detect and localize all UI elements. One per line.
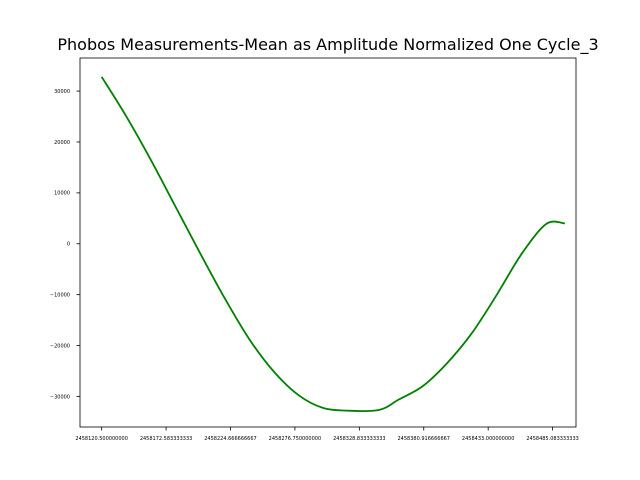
y-tick-label: 30000 [54,89,70,95]
y-tick-label: 0 [67,242,70,248]
x-tick-label: 2458276.750000000 [269,436,322,442]
x-tick-label: 2458224.666666667 [204,436,257,442]
plot-frame [79,57,577,428]
x-tick-label: 2458380.916666667 [398,436,451,442]
x-tick-label: 2458485.083333333 [526,436,579,442]
chart-title: Phobos Measurements-Mean as Amplitude No… [57,35,598,55]
y-tick-label: −10000 [50,292,70,298]
y-tick-label: 10000 [54,191,70,197]
y-tick-label: 20000 [54,140,70,146]
x-tick-label: 2458172.583333333 [140,436,193,442]
y-tick-label: −20000 [50,343,70,349]
y-axis: 30000 20000 10000 0 −10000 −20000 −30000 [50,89,80,400]
x-tick-label: 2458433.000000000 [462,436,515,442]
series-line [100,76,565,412]
series-layer [100,76,565,412]
x-tick-label: 2458328.833333333 [333,436,386,442]
x-axis: 2458120.500000000 2458172.583333333 245822… [75,427,579,442]
y-tick-label: −30000 [50,394,70,400]
x-tick-label: 2458120.500000000 [75,436,128,442]
